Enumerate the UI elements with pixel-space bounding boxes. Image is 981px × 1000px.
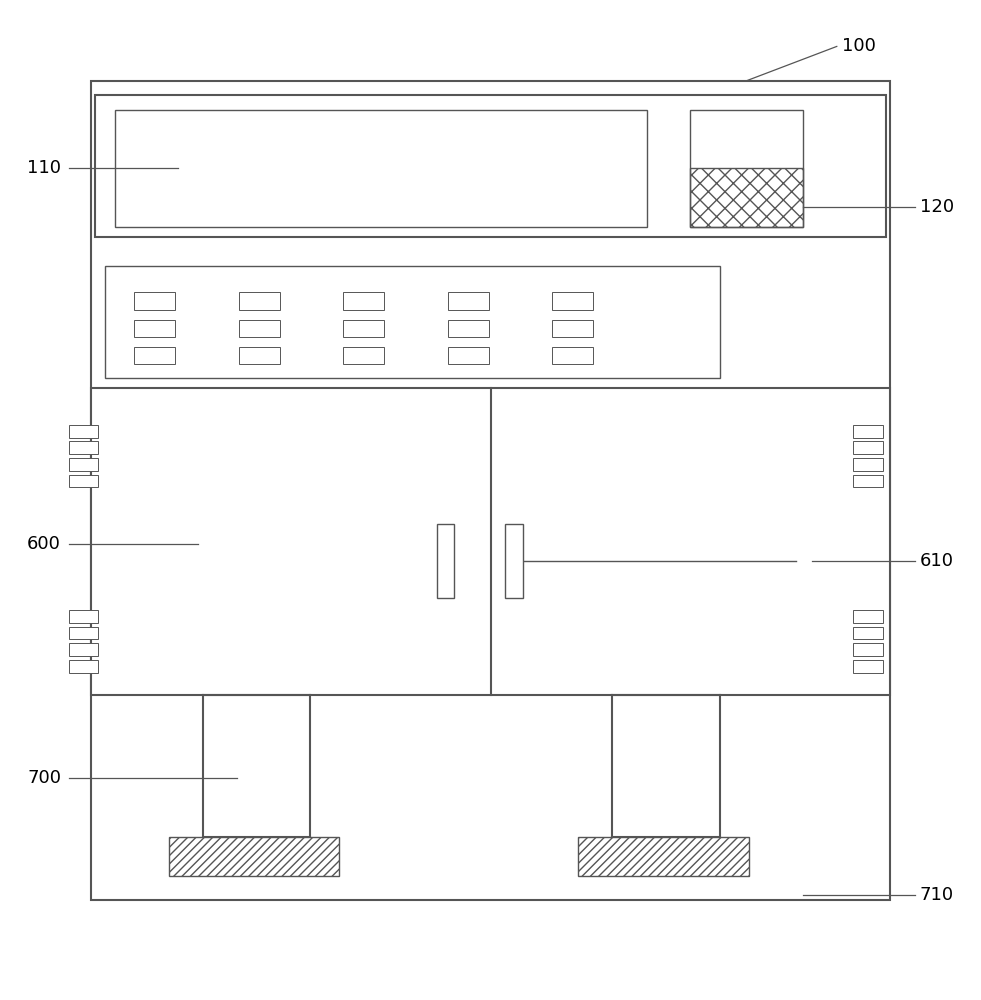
Bar — [134, 320, 176, 337]
Bar — [691, 110, 802, 168]
Text: 700: 700 — [27, 769, 61, 787]
Bar — [238, 320, 280, 337]
Bar — [69, 425, 98, 438]
Bar — [69, 627, 98, 639]
Bar — [853, 441, 883, 454]
Bar — [238, 347, 280, 364]
Bar — [95, 95, 886, 237]
Bar — [343, 347, 385, 364]
Bar — [552, 320, 593, 337]
Bar — [552, 347, 593, 364]
Bar — [69, 458, 98, 471]
Bar — [115, 110, 646, 227]
Bar — [69, 643, 98, 656]
Bar — [853, 627, 883, 639]
Bar — [853, 660, 883, 673]
Bar — [853, 643, 883, 656]
Text: 120: 120 — [920, 198, 954, 216]
Bar — [69, 610, 98, 623]
Bar — [447, 292, 489, 310]
Bar — [853, 475, 883, 487]
Bar — [105, 266, 720, 378]
Text: 100: 100 — [842, 37, 875, 55]
Bar — [69, 475, 98, 487]
Bar — [447, 320, 489, 337]
Bar — [90, 81, 891, 900]
Bar — [69, 660, 98, 673]
Text: 710: 710 — [920, 886, 954, 904]
Bar — [134, 347, 176, 364]
Bar — [90, 388, 891, 695]
Bar — [343, 320, 385, 337]
Bar — [69, 441, 98, 454]
Bar — [853, 425, 883, 438]
Text: 600: 600 — [27, 535, 61, 553]
Bar — [134, 292, 176, 310]
Bar — [505, 524, 523, 598]
Bar — [853, 458, 883, 471]
Bar — [238, 292, 280, 310]
Bar — [169, 837, 339, 876]
Bar — [437, 524, 454, 598]
Bar — [691, 168, 802, 227]
Bar — [447, 347, 489, 364]
Text: 110: 110 — [27, 159, 61, 177]
Bar — [853, 610, 883, 623]
Bar — [552, 292, 593, 310]
Bar — [578, 837, 749, 876]
Text: 610: 610 — [920, 552, 954, 570]
Bar — [691, 110, 802, 227]
Bar — [343, 292, 385, 310]
